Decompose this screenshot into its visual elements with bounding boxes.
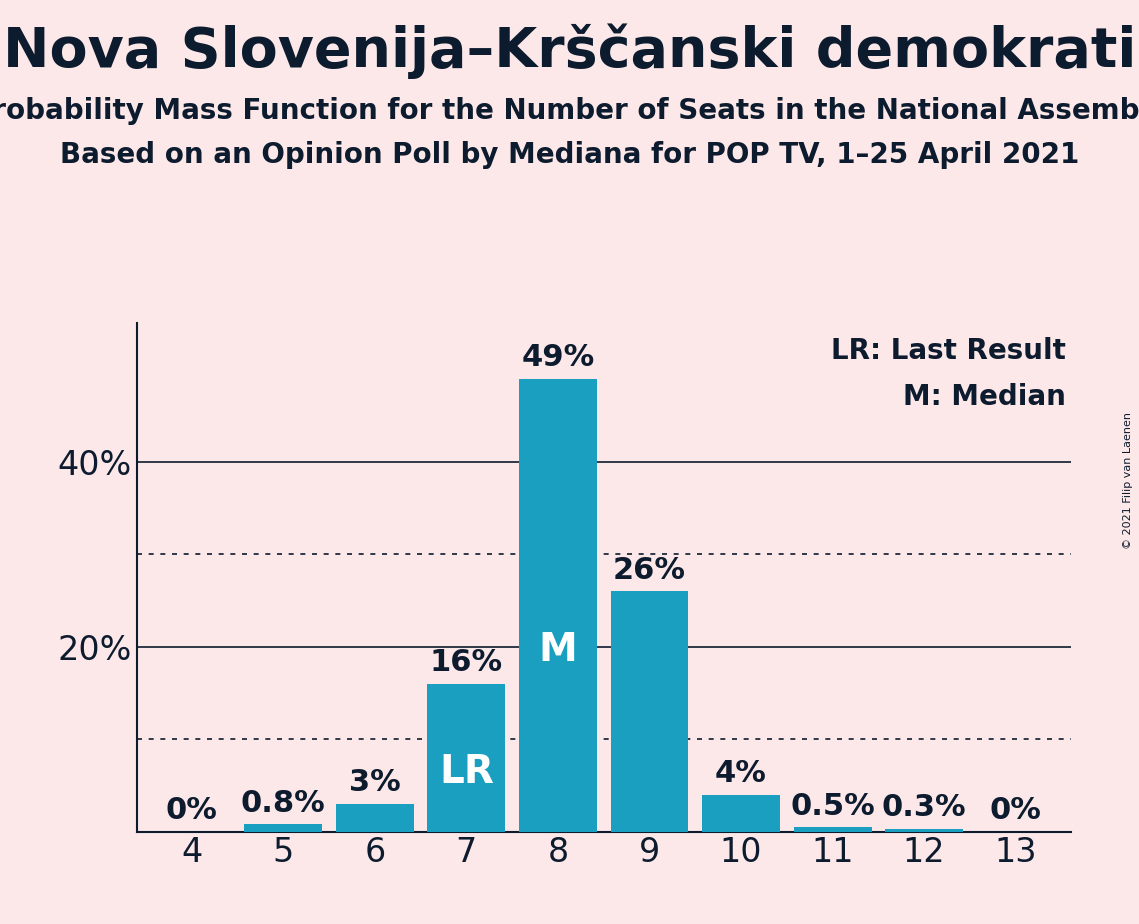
Text: M: Median: M: Median xyxy=(903,383,1066,411)
Text: LR: LR xyxy=(439,753,494,792)
Bar xyxy=(519,379,597,832)
Text: 49%: 49% xyxy=(522,344,595,372)
Text: Nova Slovenija–Krščanski demokrati: Nova Slovenija–Krščanski demokrati xyxy=(2,23,1137,79)
Bar xyxy=(427,684,506,832)
Bar xyxy=(885,829,964,832)
Text: 0%: 0% xyxy=(990,796,1042,825)
Bar xyxy=(702,795,780,832)
Text: 4%: 4% xyxy=(715,760,767,788)
Text: 0.5%: 0.5% xyxy=(790,792,875,821)
Text: 0%: 0% xyxy=(165,796,218,825)
Text: 3%: 3% xyxy=(349,769,401,797)
Text: 0.3%: 0.3% xyxy=(882,794,967,822)
Text: © 2021 Filip van Laenen: © 2021 Filip van Laenen xyxy=(1123,412,1133,549)
Text: 0.8%: 0.8% xyxy=(240,789,326,818)
Bar xyxy=(336,804,413,832)
Bar xyxy=(794,827,871,832)
Text: LR: Last Result: LR: Last Result xyxy=(831,337,1066,365)
Bar xyxy=(244,824,322,832)
Text: 16%: 16% xyxy=(429,649,503,677)
Text: Probability Mass Function for the Number of Seats in the National Assembly: Probability Mass Function for the Number… xyxy=(0,97,1139,125)
Text: Based on an Opinion Poll by Mediana for POP TV, 1–25 April 2021: Based on an Opinion Poll by Mediana for … xyxy=(60,141,1079,169)
Bar xyxy=(611,591,688,832)
Text: M: M xyxy=(539,631,577,670)
Text: 26%: 26% xyxy=(613,556,686,585)
